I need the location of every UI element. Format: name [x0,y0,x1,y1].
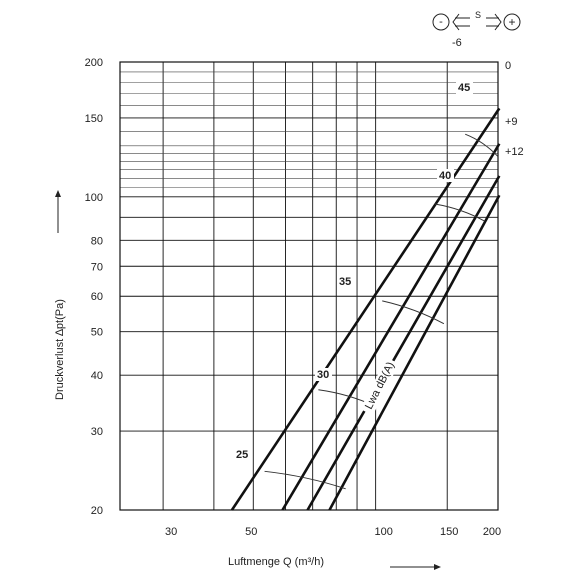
y-tick-label: 20 [91,505,103,517]
y-axis-arrow [55,190,61,233]
sound-level-label-bg [315,368,332,381]
x-tick-label: 150 [440,526,458,538]
sound-level-label: 30 [317,369,329,381]
x-axis-label: Luftmenge Q (m³/h) [228,556,324,568]
plot-frame [119,61,499,511]
legend-minus: - [439,16,443,28]
series-label: +12 [505,146,524,158]
left-arrow-icon [452,13,470,31]
series-label: 0 [505,60,511,72]
y-tick-label: 40 [91,370,103,382]
series-line [230,107,501,511]
minus-circle-icon [432,13,450,31]
y-tick-label: 80 [91,235,103,247]
series-lines [230,107,501,511]
right-arrow-icon [486,13,502,31]
legend-plus: + [508,15,515,29]
y-tick-label: 50 [91,327,103,339]
sound-level-lines [264,133,499,490]
y-axis-label: Druckverlust ∆pt(Pa) [54,299,66,400]
x-tick-label: 30 [165,526,177,538]
sound-level-title-bg [360,357,400,416]
sound-level-label-bg [337,275,354,288]
sound-level-line [434,203,485,222]
y-tick-label: 30 [91,426,103,438]
y-tick-label: 100 [85,192,103,204]
plus-circle-icon [503,13,521,31]
y-tick-label: 70 [91,261,103,273]
sound-level-line [465,133,499,157]
y-tick-label: 60 [91,291,103,303]
legend-title: S [475,10,481,20]
sound-level-label: 40 [439,170,451,182]
x-tick-label: 50 [245,526,257,538]
sound-level-label-bg [456,81,473,94]
chart-grid [120,62,498,510]
x-axis-arrow [390,564,441,570]
y-tick-label: 150 [85,113,103,125]
adjustment-legend: - S + [432,10,521,31]
series-label: +9 [505,116,518,128]
sound-level-label: 35 [339,276,351,288]
sound-level-label: 25 [236,449,248,461]
series-label: -6 [452,37,462,49]
series-line [306,175,501,511]
x-tick-label: 100 [374,526,392,538]
series-line [281,143,501,511]
series-line [328,194,501,511]
sound-level-line [382,300,445,325]
y-tick-label: 200 [85,57,103,69]
sound-level-line [264,470,346,490]
sound-level-label-bg [234,448,251,461]
x-tick-label: 200 [483,526,501,538]
sound-level-label: 45 [458,82,470,94]
sound-level-title-group: Lwa dB(A) [360,357,400,416]
sound-level-label-bg [437,169,454,182]
